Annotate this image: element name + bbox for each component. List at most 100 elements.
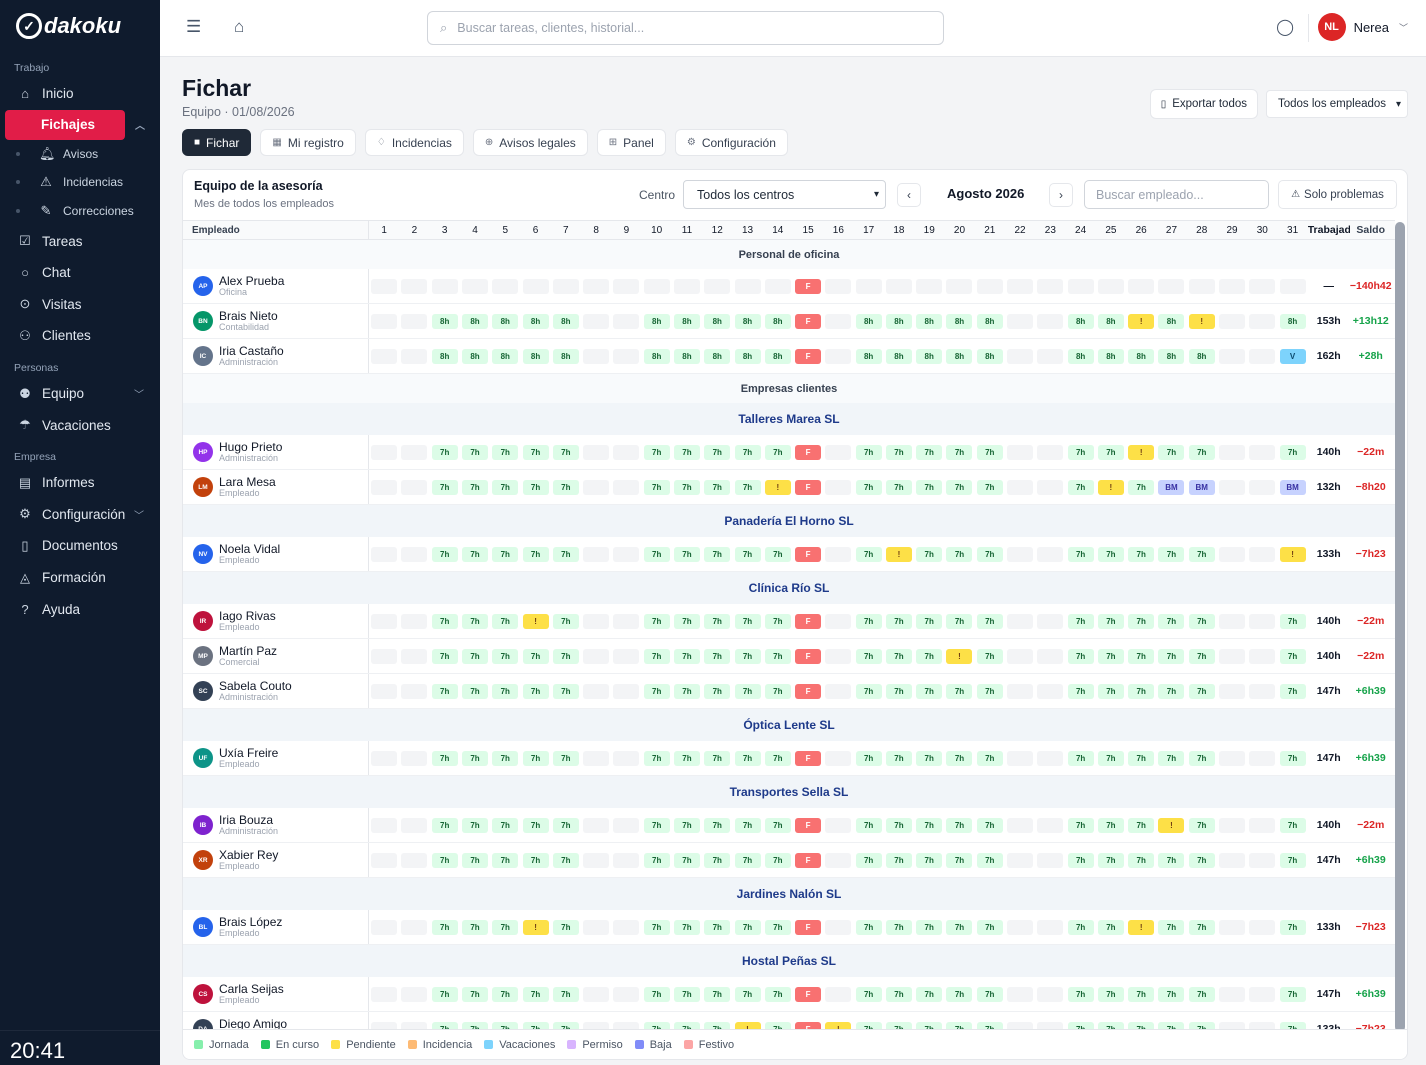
day-cell[interactable] xyxy=(520,278,550,294)
day-cell[interactable] xyxy=(399,750,429,766)
day-cell[interactable]: 7h xyxy=(975,683,1005,699)
day-cell[interactable]: 7h xyxy=(732,546,762,562)
day-cell[interactable]: 7h xyxy=(732,683,762,699)
day-cell[interactable]: 7h xyxy=(460,919,490,935)
day-cell[interactable]: 7h xyxy=(430,817,460,833)
day-cell[interactable]: 7h xyxy=(1065,648,1095,664)
day-cell[interactable] xyxy=(1247,986,1277,1002)
day-cell[interactable] xyxy=(369,278,399,294)
day-cell[interactable]: 7h xyxy=(914,479,944,495)
day-cell[interactable]: 7h xyxy=(944,683,974,699)
day-cell[interactable]: 7h xyxy=(642,444,672,460)
day-cell[interactable] xyxy=(581,817,611,833)
day-cell[interactable]: F xyxy=(793,348,823,364)
day-cell[interactable] xyxy=(1005,479,1035,495)
day-cell[interactable]: 7h xyxy=(490,613,520,629)
day-cell[interactable]: 7h xyxy=(975,444,1005,460)
day-cell[interactable] xyxy=(823,750,853,766)
table-row[interactable]: AP Alex Prueba Oficina F — −140h42 xyxy=(183,269,1395,304)
day-cell[interactable]: 7h xyxy=(1187,750,1217,766)
nav-configuracion[interactable]: ⚙︎ Configuración ﹀ xyxy=(0,499,160,531)
day-cell[interactable] xyxy=(1247,479,1277,495)
day-cell[interactable]: 7h xyxy=(1126,479,1156,495)
day-cell[interactable]: 7h xyxy=(1277,852,1307,868)
day-cell[interactable]: 7h xyxy=(1126,750,1156,766)
day-cell[interactable] xyxy=(823,683,853,699)
day-cell[interactable]: 7h xyxy=(460,648,490,664)
day-cell[interactable]: 7h xyxy=(430,750,460,766)
day-cell[interactable]: BM xyxy=(1187,479,1217,495)
day-cell[interactable] xyxy=(823,348,853,364)
day-cell[interactable]: 8h xyxy=(732,348,762,364)
day-cell[interactable] xyxy=(1005,750,1035,766)
day-cell[interactable] xyxy=(1005,919,1035,935)
day-cell[interactable]: 7h xyxy=(944,852,974,868)
day-cell[interactable]: 8h xyxy=(1187,348,1217,364)
day-cell[interactable]: 7h xyxy=(944,479,974,495)
employee-cell[interactable]: IR Iago Rivas Empleado xyxy=(183,604,369,638)
day-cell[interactable] xyxy=(823,278,853,294)
day-cell[interactable]: ! xyxy=(520,919,550,935)
day-cell[interactable]: 7h xyxy=(490,444,520,460)
day-cell[interactable]: 7h xyxy=(975,817,1005,833)
day-cell[interactable]: 8h xyxy=(854,313,884,329)
day-cell[interactable]: 7h xyxy=(914,444,944,460)
day-cell[interactable] xyxy=(702,278,732,294)
day-cell[interactable]: 7h xyxy=(490,750,520,766)
day-cell[interactable]: 7h xyxy=(460,444,490,460)
day-cell[interactable] xyxy=(1005,986,1035,1002)
day-cell[interactable] xyxy=(399,613,429,629)
day-cell[interactable]: 7h xyxy=(1277,613,1307,629)
day-cell[interactable]: 7h xyxy=(914,750,944,766)
day-cell[interactable]: 7h xyxy=(1156,852,1186,868)
day-cell[interactable]: 7h xyxy=(672,817,702,833)
day-cell[interactable]: 7h xyxy=(702,444,732,460)
day-cell[interactable]: 7h xyxy=(763,919,793,935)
day-cell[interactable]: 7h xyxy=(460,613,490,629)
day-cell[interactable]: F xyxy=(793,750,823,766)
day-cell[interactable] xyxy=(1247,313,1277,329)
day-cell[interactable] xyxy=(1217,919,1247,935)
tab-mi-registro[interactable]: ▦ Mi registro xyxy=(260,129,356,156)
day-cell[interactable]: ! xyxy=(944,648,974,664)
employee-cell[interactable]: IB Iria Bouza Administración xyxy=(183,808,369,842)
day-cell[interactable]: 7h xyxy=(672,683,702,699)
day-cell[interactable]: 7h xyxy=(1096,986,1126,1002)
day-cell[interactable]: 7h xyxy=(975,986,1005,1002)
day-cell[interactable]: 7h xyxy=(1096,648,1126,664)
day-cell[interactable] xyxy=(611,817,641,833)
user-menu[interactable]: NL Nerea ﹀ xyxy=(1317,13,1408,41)
nav-inicio[interactable]: ⌂ Inicio xyxy=(0,78,160,110)
day-cell[interactable] xyxy=(823,852,853,868)
day-cell[interactable]: 7h xyxy=(1156,444,1186,460)
day-cell[interactable] xyxy=(581,444,611,460)
day-cell[interactable] xyxy=(1126,278,1156,294)
day-cell[interactable] xyxy=(581,986,611,1002)
day-cell[interactable] xyxy=(611,683,641,699)
day-cell[interactable]: F xyxy=(793,683,823,699)
day-cell[interactable]: 7h xyxy=(460,986,490,1002)
day-cell[interactable]: 7h xyxy=(551,852,581,868)
day-cell[interactable] xyxy=(1005,546,1035,562)
day-cell[interactable] xyxy=(1247,278,1277,294)
day-cell[interactable]: 8h xyxy=(1096,348,1126,364)
tab-panel[interactable]: ⊞ Panel xyxy=(596,129,666,156)
day-cell[interactable]: 7h xyxy=(490,986,520,1002)
day-cell[interactable]: 8h xyxy=(490,313,520,329)
day-cell[interactable] xyxy=(1005,613,1035,629)
day-cell[interactable]: 7h xyxy=(854,683,884,699)
day-cell[interactable]: 7h xyxy=(1096,817,1126,833)
day-cell[interactable]: 7h xyxy=(1187,817,1217,833)
day-cell[interactable] xyxy=(399,817,429,833)
chevron-down-icon[interactable]: ﹀ xyxy=(134,510,144,522)
day-cell[interactable]: 7h xyxy=(702,750,732,766)
day-cell[interactable]: 7h xyxy=(1156,683,1186,699)
table-row[interactable]: NV Noela Vidal Empleado 7h 7h 7h 7h 7h 7h 7h 7h 7h 7… xyxy=(183,537,1395,572)
day-cell[interactable] xyxy=(1035,817,1065,833)
table-row[interactable]: HP Hugo Prieto Administración 7h 7h 7h 7h 7h 7h 7… xyxy=(183,435,1395,470)
day-cell[interactable]: 8h xyxy=(672,348,702,364)
day-cell[interactable] xyxy=(823,919,853,935)
day-cell[interactable] xyxy=(1035,479,1065,495)
day-cell[interactable]: 7h xyxy=(884,852,914,868)
day-cell[interactable]: 8h xyxy=(1156,313,1186,329)
